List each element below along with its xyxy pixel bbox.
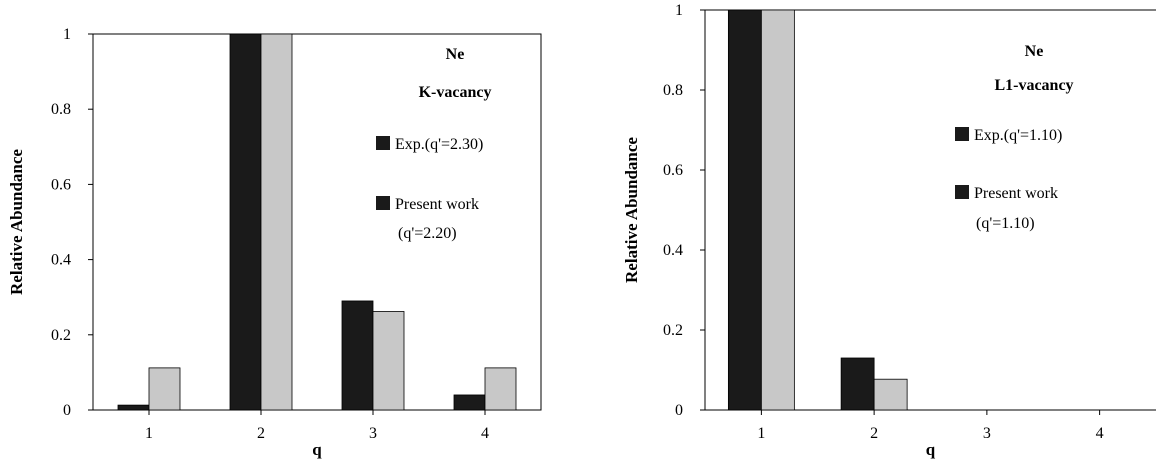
bar-present-q4 [484,367,517,411]
y-axis-title: Relative Abundance [7,149,26,295]
bar-present-q2 [873,378,908,411]
legend-swatch-present [955,185,969,199]
x-tick-label: 3 [983,425,991,442]
bar-exp-q4 [453,394,486,411]
legend-swatch-present [376,196,390,210]
legend-label-present: (q'=2.20) [398,225,457,242]
y-tick-label: 0 [675,402,683,419]
legend-label-present: Present work [395,196,479,213]
y-tick-label: 0.4 [51,252,71,269]
element-annotation: Ne [446,46,465,63]
vacancy-annotation: K-vacancy [419,84,492,101]
bar-present-q1 [760,9,795,411]
y-tick-label: 1 [675,2,683,19]
x-tick-label: 4 [1096,425,1104,442]
plot-frame [92,33,542,411]
element-annotation: Ne [1025,43,1044,60]
y-tick-label: 1 [63,26,71,43]
bar-exp-q1 [727,9,762,411]
legend-swatch-exp [955,127,969,141]
bar-exp-q3 [341,300,374,411]
legend-label-exp: Exp.(q'=1.10) [974,127,1062,144]
legend-label-present: Present work [974,185,1058,202]
bar-present-q1 [148,367,181,411]
x-axis-title: q [312,440,322,459]
y-tick-label: 0.4 [663,242,683,259]
bar-exp-q2 [229,33,262,411]
bar-present-q3 [372,311,405,411]
y-tick-label: 0.6 [663,162,683,179]
vacancy-annotation: L1-vacancy [994,77,1073,94]
legend-label-present: (q'=1.10) [976,215,1035,232]
y-tick-label: 0 [63,402,71,419]
bar-present-q2 [260,33,293,411]
y-axis-title: Relative Abundance [622,137,641,283]
y-tick-label: 0.8 [663,82,683,99]
x-axis-title: q [926,440,936,459]
x-tick-label: 3 [369,425,377,442]
chart-panel-k-vacancy: 0 0.2 0.4 0.6 0.8 1 1 2 3 4 q Relative Abundance Ne K… [7,26,542,459]
x-tick-label: 1 [757,425,765,442]
y-tick-label: 0.2 [51,327,71,344]
legend-label-exp: Exp.(q'=2.30) [395,136,483,153]
x-tick-label: 2 [257,425,265,442]
y-tick-label: 0.8 [51,101,71,118]
x-tick-label: 4 [481,425,489,442]
y-tick-label: 0.6 [51,176,71,193]
x-tick-label: 1 [145,425,153,442]
legend-swatch-exp [376,136,390,150]
x-tick-label: 2 [870,425,878,442]
bar-exp-q1 [117,404,150,411]
chart-panel-l1-vacancy: 0 0.2 0.4 0.6 0.8 1 1 2 3 4 q Relative Abundance Ne L… [622,2,1156,459]
y-tick-label: 0.2 [663,322,683,339]
bar-exp-q2 [840,357,875,411]
